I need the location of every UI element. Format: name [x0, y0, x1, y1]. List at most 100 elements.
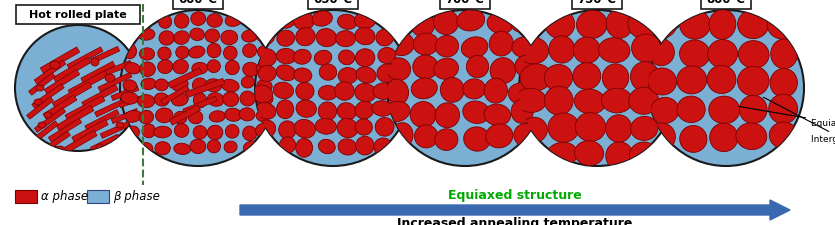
Ellipse shape [708, 40, 737, 68]
Bar [43, 95, 77, 119]
Bar [65, 95, 105, 121]
Ellipse shape [220, 30, 238, 45]
Ellipse shape [257, 46, 271, 58]
Ellipse shape [243, 126, 256, 141]
Ellipse shape [314, 50, 331, 65]
Ellipse shape [355, 119, 372, 135]
Ellipse shape [50, 61, 60, 69]
Ellipse shape [142, 124, 155, 138]
Ellipse shape [545, 10, 574, 38]
Ellipse shape [124, 110, 141, 122]
Bar [27, 97, 53, 119]
Ellipse shape [466, 55, 488, 78]
Ellipse shape [435, 35, 458, 57]
Bar [82, 84, 119, 108]
Ellipse shape [277, 30, 295, 46]
Ellipse shape [605, 115, 632, 142]
Text: 800°C: 800°C [706, 0, 746, 6]
Ellipse shape [377, 64, 397, 82]
Ellipse shape [296, 27, 316, 46]
Ellipse shape [318, 102, 337, 120]
Ellipse shape [243, 141, 261, 154]
Ellipse shape [372, 101, 392, 116]
Bar [48, 118, 82, 142]
Ellipse shape [318, 139, 336, 154]
Ellipse shape [373, 83, 395, 99]
Ellipse shape [174, 111, 187, 124]
Ellipse shape [36, 85, 44, 91]
Text: Equiaxed α: Equiaxed α [739, 106, 835, 128]
Ellipse shape [96, 144, 104, 152]
Ellipse shape [91, 58, 99, 66]
Ellipse shape [221, 79, 239, 92]
Ellipse shape [256, 63, 270, 75]
Ellipse shape [387, 58, 411, 81]
Bar [183, 96, 217, 114]
Ellipse shape [487, 13, 513, 34]
Ellipse shape [354, 12, 376, 29]
Ellipse shape [628, 9, 658, 39]
Ellipse shape [255, 120, 276, 138]
Bar [32, 84, 64, 108]
Ellipse shape [509, 83, 536, 105]
Ellipse shape [276, 11, 296, 28]
Ellipse shape [680, 40, 710, 68]
Ellipse shape [649, 10, 676, 38]
Ellipse shape [243, 44, 256, 57]
Bar [170, 105, 200, 125]
FancyBboxPatch shape [16, 5, 140, 24]
Ellipse shape [707, 65, 736, 94]
Ellipse shape [296, 138, 312, 157]
Ellipse shape [511, 99, 534, 123]
Ellipse shape [601, 88, 633, 113]
Ellipse shape [677, 96, 706, 123]
Ellipse shape [210, 111, 225, 122]
Ellipse shape [356, 136, 374, 155]
Ellipse shape [225, 14, 242, 26]
Text: α phase: α phase [41, 190, 89, 203]
Ellipse shape [357, 67, 377, 83]
Bar [56, 105, 94, 130]
Circle shape [519, 10, 675, 166]
Ellipse shape [240, 91, 256, 106]
FancyBboxPatch shape [572, 0, 622, 9]
Ellipse shape [318, 86, 337, 100]
Ellipse shape [124, 85, 132, 91]
Ellipse shape [676, 66, 706, 94]
Ellipse shape [605, 142, 633, 170]
Ellipse shape [137, 13, 154, 25]
Bar [119, 96, 141, 108]
Ellipse shape [737, 66, 769, 96]
Ellipse shape [205, 29, 220, 43]
Ellipse shape [544, 65, 573, 91]
Ellipse shape [769, 94, 797, 124]
Circle shape [15, 25, 141, 151]
Ellipse shape [256, 49, 276, 67]
Ellipse shape [338, 50, 355, 65]
Ellipse shape [549, 36, 574, 63]
Bar [90, 46, 119, 64]
Ellipse shape [224, 141, 237, 153]
Ellipse shape [190, 139, 206, 154]
Ellipse shape [154, 126, 171, 138]
Ellipse shape [138, 94, 154, 108]
Bar [90, 134, 119, 152]
Ellipse shape [440, 77, 464, 102]
Ellipse shape [575, 112, 605, 142]
Ellipse shape [171, 78, 188, 91]
Bar [111, 108, 139, 124]
Ellipse shape [548, 113, 579, 142]
Ellipse shape [510, 12, 534, 32]
Ellipse shape [276, 48, 296, 64]
Ellipse shape [258, 65, 276, 81]
Ellipse shape [252, 85, 273, 103]
Ellipse shape [243, 62, 259, 76]
Ellipse shape [207, 14, 222, 27]
Ellipse shape [738, 41, 769, 68]
Ellipse shape [255, 12, 276, 31]
Ellipse shape [739, 95, 767, 124]
Ellipse shape [378, 47, 396, 64]
Ellipse shape [709, 96, 740, 124]
Ellipse shape [34, 99, 42, 105]
Ellipse shape [602, 64, 629, 92]
